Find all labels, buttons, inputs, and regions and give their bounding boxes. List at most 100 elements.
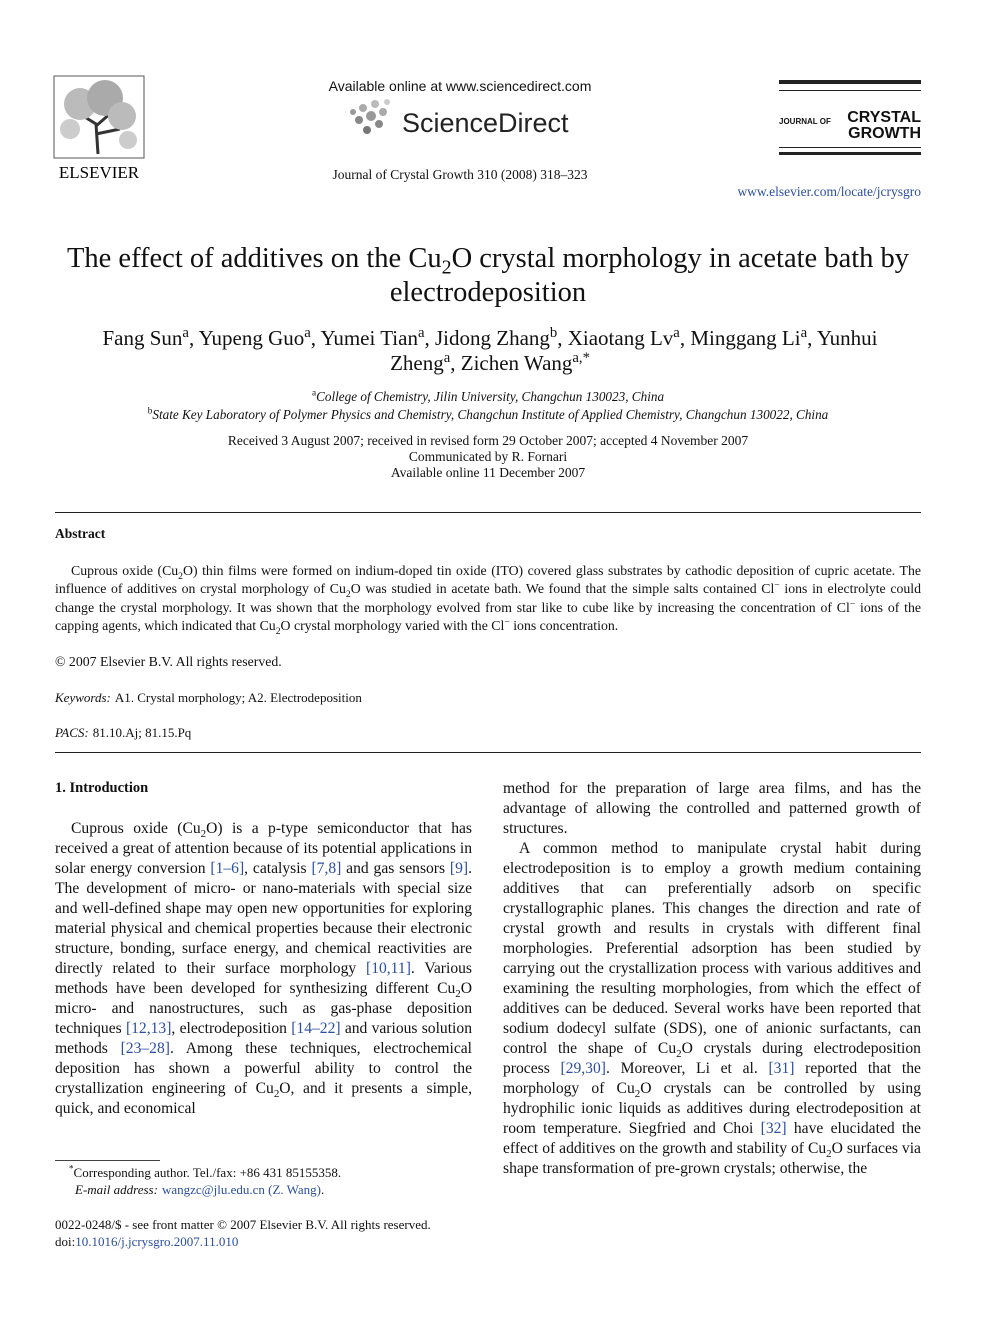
text-run: A1. Crystal morphology; A2. Electrodepos… bbox=[114, 690, 362, 705]
em-run: College of Chemistry, Jilin University, … bbox=[316, 389, 665, 404]
ref-run[interactable]: [32] bbox=[760, 1120, 787, 1137]
ref-run[interactable]: [1–6] bbox=[210, 860, 245, 877]
em-run: PACS: bbox=[55, 725, 89, 740]
elsevier-logo: ELSEVIER bbox=[53, 75, 145, 182]
text-run: doi: bbox=[55, 1234, 76, 1249]
ref-run[interactable]: [29,30] bbox=[560, 1060, 606, 1077]
affiliation: bState Key Laboratory of Polymer Physics… bbox=[55, 406, 921, 424]
sup-run: − bbox=[849, 598, 856, 610]
copyright: © 2007 Elsevier B.V. All rights reserved… bbox=[55, 654, 282, 669]
pacs: PACS: 81.10.Aj; 81.15.Pq bbox=[55, 725, 191, 741]
ref-run[interactable]: wangzc@jlu.edu.cn (Z. Wang) bbox=[161, 1182, 321, 1197]
history-line: Received 3 August 2007; received in revi… bbox=[227, 433, 749, 448]
text-run: , Yunhui Zheng bbox=[390, 326, 878, 375]
em-run: E-mail address: bbox=[75, 1182, 158, 1197]
journal-logo-large: CRYSTAL GROWTH bbox=[830, 110, 921, 142]
right-column: method for the preparation of large area… bbox=[503, 779, 921, 1179]
title: The effect of additives on the Cu2O crys… bbox=[55, 242, 921, 310]
front-matter-line: 0022-0248/$ - see front matter © 2007 El… bbox=[55, 1216, 495, 1233]
text-run: A common method to manipulate crystal ha… bbox=[503, 840, 921, 1057]
text-run: O crystal morphology in acetate bath by … bbox=[389, 243, 910, 308]
citation: Journal of Crystal Growth 310 (2008) 318… bbox=[332, 167, 588, 182]
paragraph: Cuprous oxide (Cu2O) is a p-type semicon… bbox=[55, 819, 472, 1119]
footnotes: *Corresponding author. Tel./fax: +86 431… bbox=[55, 1164, 475, 1198]
text-run: ions concentration. bbox=[509, 618, 619, 634]
text-run: 0022-0248/$ - see front matter © 2007 El… bbox=[55, 1217, 431, 1232]
journal-url[interactable]: www.elsevier.com/locate/jcrysgro bbox=[737, 184, 921, 199]
rule bbox=[55, 752, 921, 753]
sciencedirect: ScienceDirect bbox=[402, 108, 569, 138]
text-run: , Yupeng Guo bbox=[188, 326, 305, 350]
text-run: . The development of micro- or nano-mate… bbox=[55, 860, 473, 977]
text-run: O crystals during electrodeposition proc… bbox=[503, 1040, 921, 1077]
text-run: ions of the capping agents, which indica… bbox=[55, 599, 922, 634]
history: Received 3 August 2007; received in revi… bbox=[55, 433, 921, 481]
footnote: *Corresponding author. Tel./fax: +86 431… bbox=[55, 1164, 475, 1181]
text-run: ions in electrolyte could change the cry… bbox=[55, 581, 921, 615]
text-run: . bbox=[320, 1182, 325, 1197]
sub-run: 2 bbox=[200, 828, 207, 841]
text-run: , Xiaotang Lv bbox=[557, 326, 674, 350]
journal-logo-small: JOURNAL OF bbox=[779, 117, 831, 126]
logo-rule bbox=[779, 152, 921, 155]
doi: doi:10.1016/j.jcrysgro.2007.11.010 bbox=[55, 1233, 495, 1250]
text-run: , catalysis bbox=[244, 860, 312, 877]
sup-run: a bbox=[673, 325, 680, 341]
sub-run: 2 bbox=[676, 1048, 682, 1061]
sub-run: 2 bbox=[455, 988, 461, 1001]
sub-run: 2 bbox=[273, 1088, 280, 1101]
em-run: Keywords: bbox=[55, 690, 111, 705]
front-matter: 0022-0248/$ - see front matter © 2007 El… bbox=[55, 1216, 495, 1250]
abstract-body: Cuprous oxide (Cu2O) thin films were for… bbox=[55, 562, 921, 636]
authors: Fang Suna, Yupeng Guoa, Yumei Tiana, Jid… bbox=[70, 326, 910, 376]
sup-run: a bbox=[417, 325, 425, 341]
sup-run: − bbox=[774, 579, 780, 591]
history-line: Communicated by R. Fornari bbox=[408, 449, 568, 464]
text-run: and various solution methods bbox=[55, 1020, 472, 1057]
ref-run[interactable]: [23–28] bbox=[120, 1040, 170, 1057]
ref-run[interactable]: [12,13] bbox=[125, 1020, 172, 1037]
logo-rule bbox=[779, 147, 921, 148]
journal-logo-word: GROWTH bbox=[848, 125, 921, 142]
text-run: O micro- and nanostructures, such as gas… bbox=[55, 980, 472, 1037]
sup-run: a bbox=[800, 325, 808, 341]
ref-run[interactable]: [7,8] bbox=[311, 860, 342, 877]
text-run: Cuprous oxide (Cu bbox=[71, 820, 201, 837]
ref-run[interactable]: [10,11] bbox=[366, 960, 411, 977]
sup-run: a,* bbox=[572, 350, 590, 366]
sup-run: a bbox=[311, 387, 317, 398]
ref-run[interactable]: [14–22] bbox=[291, 1020, 341, 1037]
text-run: have elucidated the effect of additives … bbox=[503, 1120, 921, 1157]
footnote: E-mail address: wangzc@jlu.edu.cn (Z. Wan… bbox=[55, 1181, 475, 1198]
text-run: method for the preparation of large area… bbox=[503, 780, 921, 837]
ref-run[interactable]: [31] bbox=[768, 1060, 795, 1077]
text-run: . Among these techniques, electrochemica… bbox=[55, 1040, 472, 1097]
text-run: O crystals can be controlled by using hy… bbox=[503, 1080, 922, 1137]
sub-run: 2 bbox=[826, 1148, 832, 1161]
text-run: O, and it presents a simple, quick, and … bbox=[55, 1080, 472, 1117]
left-column: Cuprous oxide (Cu2O) is a p-type semicon… bbox=[55, 819, 472, 1119]
em-run: State Key Laboratory of Polymer Physics … bbox=[152, 407, 829, 422]
text-run: , electrodeposition bbox=[171, 1020, 292, 1037]
text-run: , Yumei Tian bbox=[310, 326, 418, 350]
available-online: Available online at www.sciencedirect.co… bbox=[328, 78, 592, 94]
journal-logo-word: CRYSTAL bbox=[847, 109, 921, 126]
text-run: O crystal morphology varied with the Cl bbox=[280, 618, 505, 634]
history-line: Available online 11 December 2007 bbox=[390, 465, 586, 480]
text-run: Fang Sun bbox=[102, 326, 183, 350]
abstract-heading: Abstract bbox=[55, 526, 106, 541]
sup-run: − bbox=[504, 616, 510, 628]
ref-run[interactable]: 10.1016/j.jcrysgro.2007.11.010 bbox=[75, 1234, 239, 1249]
text-run: Cuprous oxide (Cu bbox=[71, 563, 179, 578]
text-run: O surfaces via shape transformation of p… bbox=[503, 1140, 921, 1177]
text-run: , Minggang Li bbox=[679, 326, 801, 350]
text-run: , Jidong Zhang bbox=[424, 326, 550, 350]
sub-run: 2 bbox=[178, 570, 183, 582]
sup-run: a bbox=[182, 325, 189, 341]
text-run: 81.10.Aj; 81.15.Pq bbox=[92, 725, 192, 740]
text-run: , Zichen Wang bbox=[450, 351, 573, 375]
ref-run[interactable]: [9] bbox=[449, 860, 469, 877]
footnote-rule bbox=[55, 1160, 160, 1161]
text-run: . Various methods have been developed fo… bbox=[55, 960, 472, 997]
